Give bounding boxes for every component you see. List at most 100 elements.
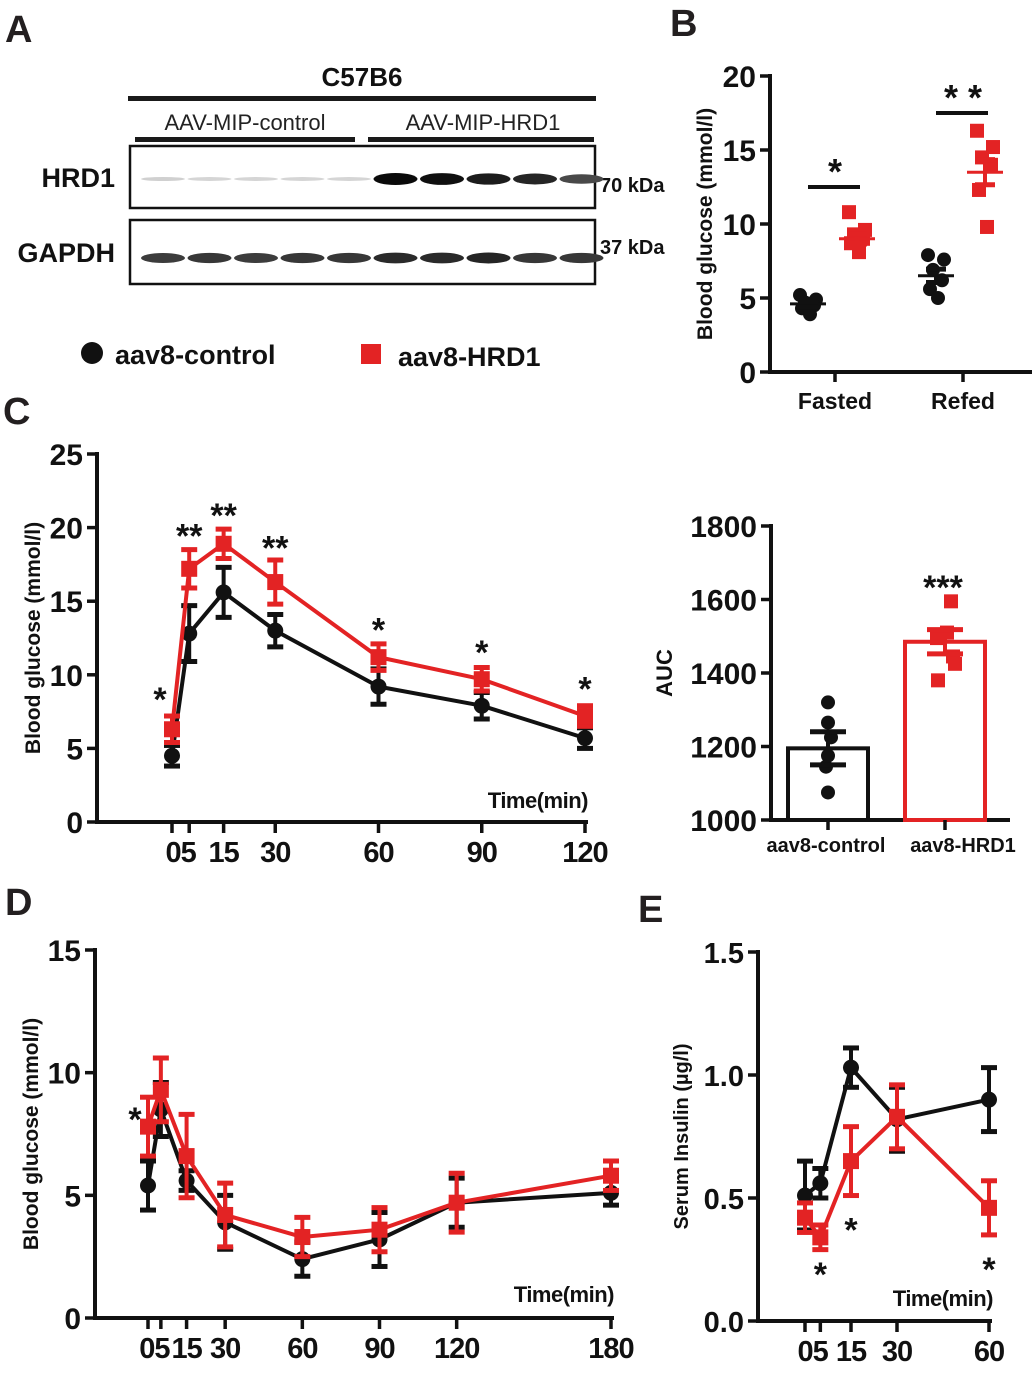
data-point-hrd1 bbox=[843, 1153, 859, 1170]
y-axis-title: Blood glucose (mmol/l) bbox=[22, 522, 45, 754]
blot-band bbox=[373, 173, 418, 185]
x-tick-label: 90 bbox=[467, 837, 497, 869]
significance-marker: * bbox=[475, 634, 489, 672]
legend: aav8-control aav8-HRD1 bbox=[81, 340, 541, 372]
legend-label-control: aav8-control bbox=[115, 340, 276, 370]
y-tick-label: 0 bbox=[66, 807, 83, 840]
y-tick-label: 25 bbox=[50, 439, 83, 472]
data-point-hrd1 bbox=[948, 656, 962, 671]
blot-size-label: 37 kDa bbox=[600, 237, 665, 259]
strain-label: C57B6 bbox=[322, 62, 403, 92]
y-tick-label: 0.5 bbox=[704, 1184, 744, 1216]
x-tick-label: 15 bbox=[836, 1336, 867, 1368]
x-tick-label: 30 bbox=[882, 1336, 912, 1368]
x-tick-label: aav8-HRD1 bbox=[910, 835, 1016, 857]
data-point-control bbox=[370, 678, 387, 695]
data-point-control bbox=[140, 1177, 156, 1194]
data-point-control bbox=[803, 307, 817, 322]
chart-e-insulin: 0.0 0.5 1.0 1.5 Serum Insulin (µg/l) 05 15 30 60… bbox=[671, 938, 1005, 1368]
data-point-hrd1 bbox=[981, 1199, 997, 1216]
y-tick-label: 20 bbox=[723, 61, 756, 94]
legend-marker-control bbox=[81, 342, 103, 364]
significance-marker: * * bbox=[944, 77, 982, 118]
significance-marker: * bbox=[153, 681, 167, 719]
blot-band bbox=[141, 252, 185, 264]
y-tick-label: 10 bbox=[48, 1058, 81, 1091]
data-point-hrd1 bbox=[473, 671, 490, 688]
x-tick-label: 15 bbox=[171, 1333, 202, 1365]
data-point-hrd1 bbox=[852, 245, 866, 260]
x-tick-label: Refed bbox=[931, 388, 995, 414]
y-axis-title: Serum Insulin (µg/l) bbox=[671, 1044, 693, 1230]
data-point-control bbox=[215, 584, 232, 601]
significance-marker: * bbox=[844, 1212, 858, 1250]
data-point-control bbox=[181, 625, 198, 642]
y-tick-label: 20 bbox=[50, 513, 83, 546]
data-point-hrd1 bbox=[217, 1206, 234, 1223]
data-point-hrd1 bbox=[944, 594, 958, 609]
blot-band bbox=[141, 176, 185, 182]
data-point-hrd1 bbox=[181, 560, 198, 577]
data-point-hrd1 bbox=[970, 123, 984, 138]
panel-letter-d: D bbox=[5, 882, 32, 924]
x-axis-title: Time(min) bbox=[893, 1286, 993, 1311]
y-axis-title: AUC bbox=[652, 649, 677, 697]
data-point-control bbox=[821, 715, 835, 730]
blot-band bbox=[327, 177, 371, 181]
x-tick-label: 90 bbox=[364, 1333, 394, 1365]
data-point-control bbox=[797, 1187, 813, 1204]
blot-band bbox=[327, 252, 371, 264]
significance-marker: *** bbox=[923, 569, 963, 607]
significance-marker: ** bbox=[176, 517, 203, 555]
data-point-hrd1 bbox=[797, 1209, 813, 1226]
data-point-hrd1 bbox=[986, 140, 1000, 155]
y-axis-title: Blood glucose (mmol/l) bbox=[694, 108, 717, 340]
data-point-hrd1 bbox=[577, 708, 593, 725]
data-point-hrd1 bbox=[980, 219, 994, 234]
x-tick-label: 180 bbox=[588, 1333, 633, 1365]
group-label-hrd1: AAV-MIP-HRD1 bbox=[406, 110, 561, 135]
data-point-control bbox=[821, 695, 835, 710]
significance-marker: * bbox=[578, 671, 592, 709]
data-point-control bbox=[812, 1175, 829, 1192]
data-point-hrd1 bbox=[448, 1194, 465, 1211]
data-point-hrd1 bbox=[215, 535, 232, 552]
blot-band bbox=[187, 177, 232, 181]
panel-letter-c: C bbox=[3, 391, 30, 433]
blot-band bbox=[373, 252, 418, 264]
data-point-control bbox=[923, 282, 937, 297]
significance-marker: ** bbox=[262, 529, 289, 567]
legend-label-hrd1: aav8-HRD1 bbox=[398, 342, 541, 372]
y-tick-label: 10 bbox=[50, 660, 83, 693]
blot-band bbox=[466, 252, 511, 264]
y-tick-label: 5 bbox=[739, 283, 756, 316]
blot-band bbox=[280, 177, 325, 181]
legend-marker-hrd1 bbox=[361, 344, 381, 364]
group-label-control: AAV-MIP-control bbox=[165, 110, 326, 135]
y-tick-label: 1600 bbox=[690, 585, 757, 618]
data-point-hrd1 bbox=[889, 1108, 905, 1125]
blot-band bbox=[234, 177, 278, 181]
x-tick-label: 120 bbox=[434, 1333, 479, 1365]
y-tick-label: 1.5 bbox=[704, 938, 744, 970]
data-point-hrd1 bbox=[267, 574, 284, 591]
blot-size-label: 70 kDa bbox=[600, 175, 665, 197]
x-tick-label: 05 bbox=[139, 1333, 170, 1365]
y-tick-label: 0.0 bbox=[704, 1307, 744, 1339]
blot-band bbox=[280, 252, 325, 264]
blot-band bbox=[513, 252, 557, 264]
chart-b-fasted-refed: 0 5 10 15 20 Blood glucose (mmol/l) Fasted Refe… bbox=[694, 61, 1032, 414]
significance-marker: * bbox=[828, 151, 842, 192]
x-tick-label: aav8-control bbox=[767, 835, 886, 857]
y-axis-title: Blood glucose (mmol/l) bbox=[20, 1018, 43, 1250]
y-tick-label: 0 bbox=[739, 357, 756, 390]
data-point-hrd1 bbox=[931, 673, 945, 688]
group-bracket-control bbox=[135, 137, 355, 142]
western-blot-panel: C57B6 AAV-MIP-control AAV-MIP-HRD1 HRD1 7… bbox=[17, 62, 665, 286]
data-point-control bbox=[931, 291, 945, 305]
data-point-hrd1 bbox=[140, 1118, 156, 1135]
data-point-control bbox=[843, 1059, 859, 1076]
blot-frame-gapdh bbox=[128, 218, 597, 286]
